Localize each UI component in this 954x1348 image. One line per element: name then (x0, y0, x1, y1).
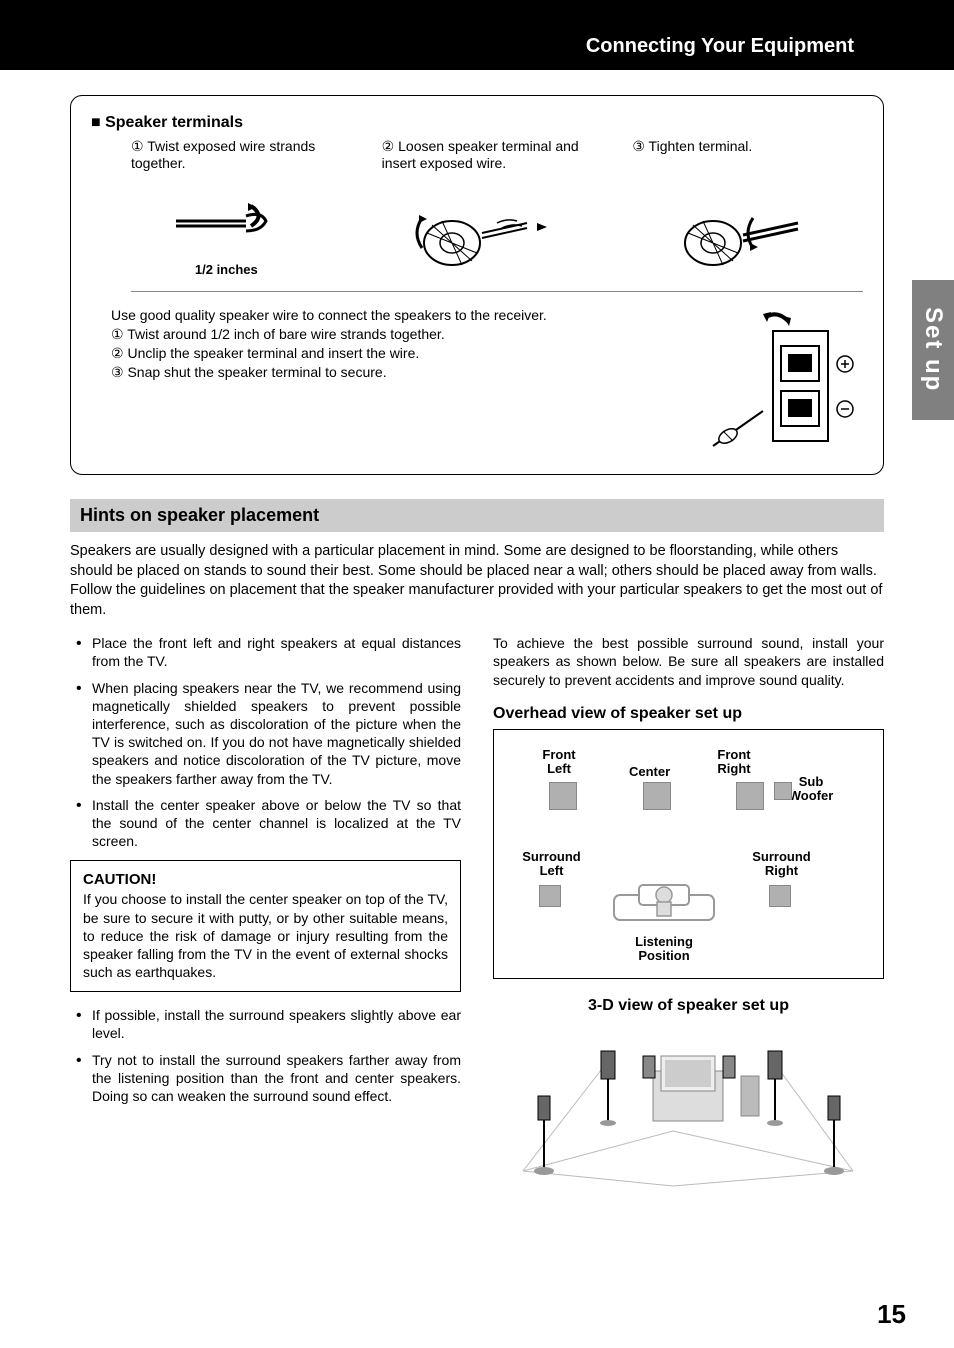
hints-section-header: Hints on speaker placement (70, 499, 884, 532)
loosen-terminal-icon (397, 193, 557, 273)
label-front-right: Front Right (709, 748, 759, 777)
speaker-center-icon (643, 782, 671, 810)
step-3: ③ Tighten terminal. (632, 138, 853, 171)
caution-title: CAUTION! (83, 871, 448, 888)
speaker-front-right-icon (736, 782, 764, 810)
terminal-block-icon (703, 306, 863, 456)
usage-step-3: ③ Snap shut the speaker terminal to secu… (111, 363, 673, 382)
caution-box: CAUTION! If you choose to install the ce… (70, 860, 461, 992)
overhead-diagram: Front Left Center Front Right Sub Woofer… (493, 729, 884, 979)
usage-intro: Use good quality speaker wire to connect… (111, 306, 673, 325)
speaker-surround-left-icon (539, 885, 561, 907)
label-surround-left: Surround Left (514, 850, 589, 879)
label-listening: Listening Position (619, 935, 709, 964)
step-2-text: Loosen speaker terminal and insert expos… (382, 138, 579, 171)
step-3-text: Tighten terminal. (649, 138, 753, 154)
threed-heading: 3-D view of speaker set up (493, 997, 884, 1015)
speaker-terminals-box: Speaker terminals ① Twist exposed wire s… (70, 95, 884, 475)
bullet-1: Place the front left and right speakers … (70, 634, 461, 670)
left-bullet-list-1: Place the front left and right speakers … (70, 634, 461, 850)
usage-text: Use good quality speaker wire to connect… (111, 306, 673, 382)
hints-intro: Speakers are usually designed with a par… (70, 542, 884, 620)
diagram-1-caption: 1/2 inches (121, 262, 332, 277)
step-1-num: ① (131, 138, 144, 154)
header-title: Connecting Your Equipment (586, 35, 854, 58)
diagram-row: 1/2 inches (91, 191, 863, 277)
usage-row: Use good quality speaker wire to connect… (91, 306, 863, 456)
two-column-layout: Place the front left and right speakers … (70, 634, 884, 1194)
page-number: 15 (877, 1299, 906, 1330)
speaker-terminals-heading: Speaker terminals (91, 114, 863, 132)
right-column: To achieve the best possible surround so… (493, 634, 884, 1194)
step-2: ② Loosen speaker terminal and insert exp… (382, 138, 603, 171)
step-1: ① Twist exposed wire strands together. (131, 138, 352, 171)
diagram-3 (622, 193, 833, 276)
bullet-5: Try not to install the surround speakers… (70, 1051, 461, 1106)
label-center: Center (629, 765, 670, 779)
diagram-1: 1/2 inches (121, 191, 332, 277)
tighten-terminal-icon (648, 193, 808, 273)
page-content: Speaker terminals ① Twist exposed wire s… (0, 70, 954, 1214)
threed-diagram-icon (493, 1021, 884, 1191)
bullet-4: If possible, install the surround speake… (70, 1006, 461, 1042)
step-1-text: Twist exposed wire strands together. (131, 138, 315, 171)
step-3-num: ③ (632, 138, 645, 154)
label-surround-right: Surround Right (744, 850, 819, 879)
right-intro: To achieve the best possible surround so… (493, 634, 884, 689)
diagram-2 (372, 193, 583, 276)
sofa-icon (609, 880, 719, 930)
step-2-num: ② (382, 138, 395, 154)
side-tab-setup: Set up (912, 280, 954, 420)
bullet-3: Install the center speaker above or belo… (70, 796, 461, 851)
steps-row: ① Twist exposed wire strands together. ②… (91, 138, 863, 171)
page-header: Connecting Your Equipment (0, 0, 954, 70)
divider (131, 291, 863, 292)
left-bullet-list-2: If possible, install the surround speake… (70, 1006, 461, 1105)
left-column: Place the front left and right speakers … (70, 634, 461, 1194)
label-front-left: Front Left (534, 748, 584, 777)
twist-wire-icon (166, 191, 286, 251)
speaker-front-left-icon (549, 782, 577, 810)
usage-step-2: ② Unclip the speaker terminal and insert… (111, 344, 673, 363)
overhead-heading: Overhead view of speaker set up (493, 705, 884, 723)
bullet-2: When placing speakers near the TV, we re… (70, 679, 461, 788)
caution-text: If you choose to install the center spea… (83, 890, 448, 981)
speaker-sub-icon (774, 782, 792, 800)
usage-step-1: ① Twist around 1/2 inch of bare wire str… (111, 325, 673, 344)
speaker-surround-right-icon (769, 885, 791, 907)
